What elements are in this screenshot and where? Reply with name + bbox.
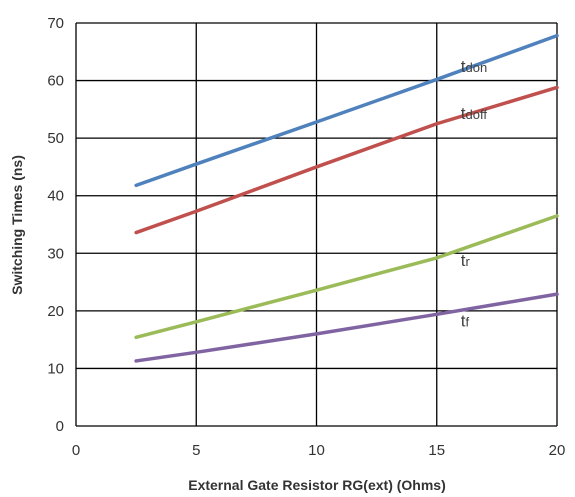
y-tick-label: 40: [47, 188, 64, 205]
series-label-main: t: [461, 251, 466, 270]
grid-layer: [75, 22, 558, 427]
y-tick-label: 30: [47, 245, 64, 262]
y-axis-title: Switching Times (ns): [9, 155, 25, 295]
series-label-r: tr: [461, 251, 471, 270]
x-axis-title: External Gate Resistor RG(ext) (Ohms): [188, 477, 446, 493]
series-line-doff: [134, 85, 559, 235]
series-label-don: tdon: [461, 57, 487, 76]
y-tick-label: 50: [47, 130, 64, 147]
series-layer: [134, 33, 559, 363]
y-tick-label: 70: [47, 15, 64, 32]
series-label-main: t: [461, 57, 466, 76]
tick-layer: 0 10 20 30 40 50 60 70 0 5 10 15 20: [47, 15, 565, 459]
y-tick-label: 0: [56, 418, 64, 435]
series-label-doff: tdoff: [461, 104, 488, 123]
series-label-main: t: [461, 104, 466, 123]
y-tick-label: 20: [47, 303, 64, 320]
x-tick-label: 15: [428, 442, 445, 459]
x-tick-label: 10: [308, 442, 325, 459]
series-label-f: tf: [461, 311, 470, 330]
y-tick-label: 60: [47, 73, 64, 90]
x-tick-label: 0: [72, 442, 80, 459]
series-line-f: [134, 292, 559, 363]
series-label-sub: don: [466, 60, 488, 75]
x-tick-label: 5: [192, 442, 200, 459]
series-label-sub: doff: [466, 107, 488, 122]
series-label-sub: f: [466, 314, 470, 329]
x-tick-label: 20: [549, 442, 566, 459]
series-label-sub: r: [466, 254, 471, 269]
series-line-don: [134, 33, 559, 188]
series-line-r: [134, 214, 559, 340]
y-tick-label: 10: [47, 360, 64, 377]
series-label-main: t: [461, 311, 466, 330]
